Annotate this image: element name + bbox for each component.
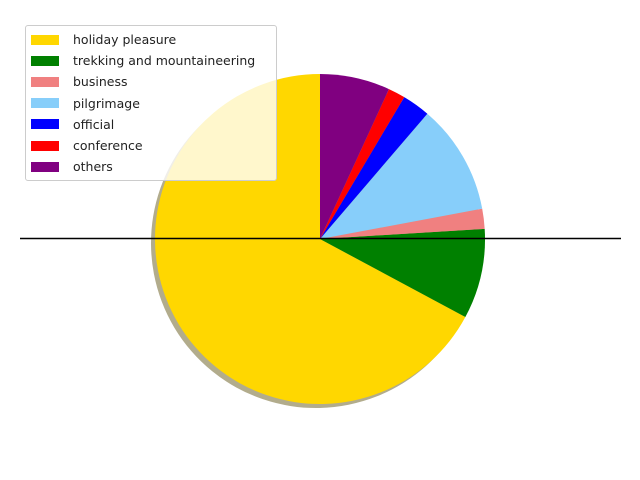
legend-swatch: [31, 34, 59, 45]
legend-swatch: [31, 119, 59, 130]
pie-slice-conference: [320, 89, 405, 239]
legend-swatch: [31, 55, 59, 66]
legend-swatch: [31, 98, 59, 109]
legend-item-conference: conference: [26, 135, 276, 156]
legend-item-trekking: trekking and mountaineering: [26, 50, 276, 71]
legend-label: holiday pleasure: [73, 32, 177, 48]
pie-slice-others: [320, 74, 389, 239]
legend-item-others: others: [26, 156, 276, 177]
legend-swatch: [31, 140, 59, 151]
legend-swatch: [31, 76, 59, 87]
legend-item-official: official: [26, 114, 276, 135]
pie-slice-official: [320, 97, 428, 239]
legend-item-holiday-pleasure: holiday pleasure: [26, 29, 276, 50]
legend: holiday pleasure trekking and mountainee…: [25, 25, 277, 182]
legend-label: trekking and mountaineering: [73, 53, 256, 69]
legend-item-pilgrimage: pilgrimage: [26, 93, 276, 114]
legend-swatch: [31, 161, 59, 172]
legend-label: pilgrimage: [73, 95, 140, 111]
pie-slice-business: [320, 208, 485, 239]
legend-label: business: [73, 74, 128, 90]
legend-label: official: [73, 116, 115, 132]
pie-slice-pilgrimage: [320, 113, 483, 239]
legend-label: conference: [73, 138, 143, 154]
legend-item-business: business: [26, 71, 276, 92]
pie-slice-trekking-and-mountaineering: [320, 228, 485, 318]
legend-label: others: [73, 159, 113, 175]
